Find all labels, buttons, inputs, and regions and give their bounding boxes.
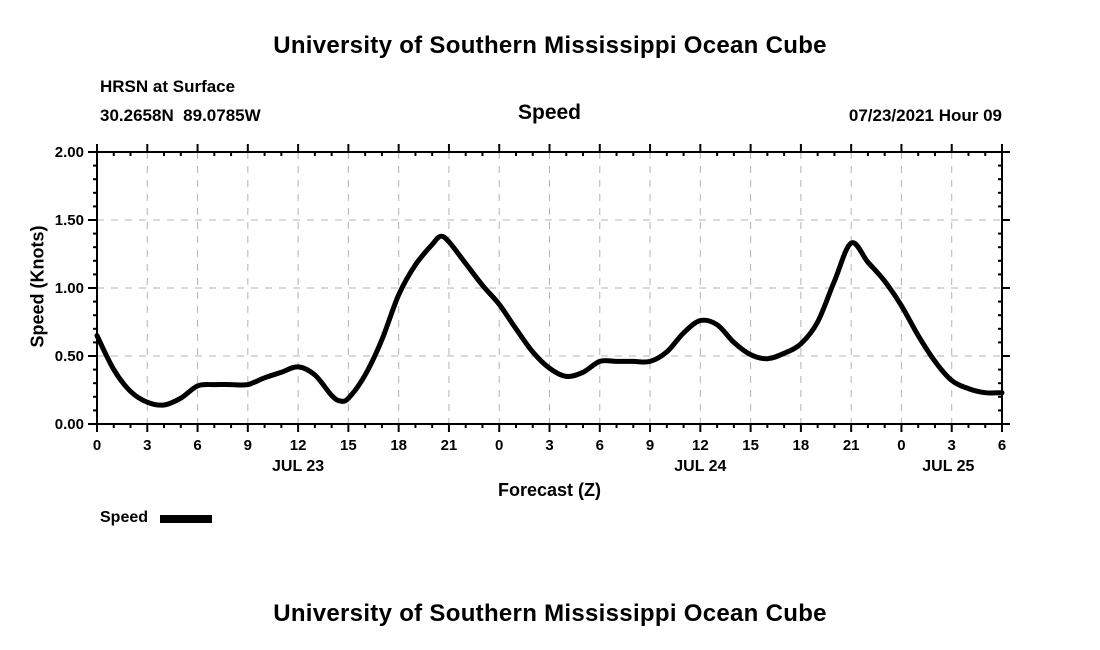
x-day-label: JUL 24 (674, 458, 726, 475)
x-day-label: JUL 25 (922, 458, 974, 475)
x-tick-label: 21 (843, 437, 860, 454)
x-tick-label: 0 (897, 437, 905, 454)
legend-label: Speed (100, 509, 149, 526)
x-axis-title: Forecast (Z) (497, 480, 602, 500)
page-title-top: University of Southern Mississippi Ocean… (273, 32, 827, 59)
station-label: HRSN at Surface (100, 77, 236, 96)
y-tick-label: 0.50 (55, 348, 84, 365)
x-day-label: JUL 23 (272, 458, 324, 475)
x-tick-label: 12 (692, 437, 709, 454)
plot-border (96, 151, 1003, 425)
y-tick-label: 1.00 (55, 280, 84, 297)
y-tick-label: 0.00 (55, 416, 84, 433)
x-tick-label: 0 (495, 437, 503, 454)
x-tick-label: 3 (948, 437, 956, 454)
x-tick-label: 15 (340, 437, 357, 454)
speed-curve (94, 233, 1005, 408)
x-tick-label: 12 (290, 437, 307, 454)
x-tick-label: 6 (193, 437, 201, 454)
legend-line-swatch (160, 515, 212, 523)
run-datetime-label: 07/23/2021 Hour 09 (848, 106, 1002, 125)
x-tick-label: 18 (793, 437, 810, 454)
y-tick-label: 1.50 (55, 212, 84, 229)
x-tick-label: 3 (143, 437, 151, 454)
x-tick-label: 18 (390, 437, 407, 454)
x-tick-label: 21 (441, 437, 458, 454)
x-tick-label: 15 (742, 437, 759, 454)
x-tick-label: 9 (646, 437, 654, 454)
x-tick-label: 9 (244, 437, 252, 454)
coordinates-label: 30.2658N 89.0785W (100, 106, 261, 125)
plot-title: Speed (517, 101, 582, 124)
x-tick-label: 0 (93, 437, 101, 454)
x-tick-label: 6 (596, 437, 604, 454)
x-tick-label: 6 (998, 437, 1006, 454)
y-tick-label: 2.00 (55, 144, 84, 161)
x-tick-label: 3 (545, 437, 553, 454)
page-title-bottom: University of Southern Mississippi Ocean… (273, 600, 827, 627)
